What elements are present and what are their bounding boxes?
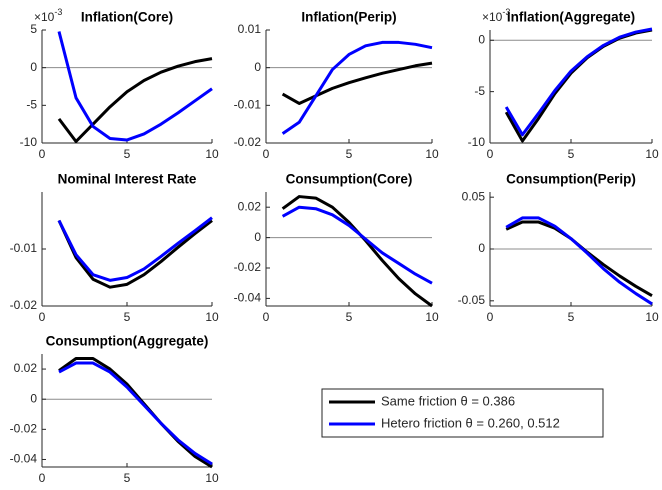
chart-title: Nominal Interest Rate — [58, 172, 197, 187]
x-tick-label: 5 — [568, 147, 575, 161]
series-line — [504, 27, 653, 137]
series-line — [58, 357, 213, 469]
y-multiplier: ×10 — [482, 10, 503, 24]
x-tick-label: 0 — [487, 310, 494, 324]
x-tick-label: 10 — [425, 310, 439, 324]
series-line — [281, 40, 433, 135]
x-tick-label: 5 — [568, 310, 575, 324]
legend-label: Same friction θ = 0.386 — [381, 393, 515, 408]
y-tick-label: -0.02 — [10, 298, 38, 312]
y-exponent-label: ×10-3 — [34, 7, 62, 24]
chart-title: Inflation(Core) — [81, 10, 173, 25]
y-tick-label: 0 — [478, 32, 485, 46]
y-tick-label: -0.01 — [10, 241, 38, 255]
y-tick-label: 0 — [30, 60, 37, 74]
y-tick-label: 0.02 — [238, 199, 262, 213]
y-tick-label: -0.02 — [10, 422, 38, 436]
y-tick-label: 0 — [30, 391, 37, 405]
chart-title: Consumption(Perip) — [506, 172, 636, 187]
y-exponent: -3 — [502, 7, 510, 17]
series-line — [281, 61, 433, 105]
y-tick-label: -10 — [468, 135, 486, 149]
y-tick-label: -0.02 — [234, 260, 262, 274]
y-exponent-label: ×10-3 — [482, 7, 510, 24]
x-tick-label: 10 — [205, 310, 219, 324]
x-tick-label: 10 — [645, 147, 659, 161]
x-tick-label: 0 — [487, 147, 494, 161]
y-tick-label: -5 — [474, 84, 485, 98]
y-tick-label: 0.05 — [462, 189, 486, 203]
y-tick-label: -0.01 — [234, 98, 262, 112]
y-tick-label: 5 — [30, 22, 37, 36]
x-tick-label: 0 — [39, 471, 46, 485]
chart-title: Consumption(Aggregate) — [46, 334, 209, 349]
x-tick-label: 0 — [263, 147, 270, 161]
y-tick-label: -0.04 — [234, 291, 262, 305]
x-tick-label: 0 — [263, 310, 270, 324]
x-tick-label: 5 — [346, 147, 353, 161]
legend-label: Hetero friction θ = 0.260, 0.512 — [381, 415, 560, 430]
x-tick-label: 5 — [124, 310, 131, 324]
y-tick-label: -0.05 — [458, 293, 486, 307]
y-tick-label: -10 — [20, 135, 38, 149]
series-line — [57, 57, 213, 143]
x-tick-label: 0 — [39, 147, 46, 161]
series-line — [57, 31, 213, 142]
y-tick-label: -0.02 — [234, 135, 262, 149]
y-tick-label: 0 — [254, 230, 261, 244]
y-tick-label: -0.04 — [10, 452, 38, 466]
x-tick-label: 0 — [39, 310, 46, 324]
x-tick-label: 10 — [205, 471, 219, 485]
legend-box — [321, 388, 604, 438]
y-tick-label: -5 — [26, 98, 37, 112]
y-exponent: -3 — [54, 7, 62, 17]
x-tick-label: 10 — [205, 147, 219, 161]
y-tick-label: 0 — [254, 60, 261, 74]
y-multiplier: ×10 — [34, 10, 55, 24]
y-tick-label: 0.01 — [238, 22, 262, 36]
x-tick-label: 5 — [124, 147, 131, 161]
chart-title: Inflation(Aggregate) — [507, 10, 635, 25]
series-line — [57, 219, 213, 289]
series-line — [57, 216, 213, 282]
chart-title: Inflation(Perip) — [301, 10, 396, 25]
chart-title: Consumption(Core) — [286, 172, 413, 187]
series-line — [58, 361, 213, 466]
x-tick-label: 5 — [346, 310, 353, 324]
x-tick-label: 5 — [124, 471, 131, 485]
x-tick-label: 10 — [645, 310, 659, 324]
y-tick-label: 0.02 — [14, 361, 38, 375]
series-line — [281, 205, 433, 285]
series-line — [505, 216, 653, 306]
y-tick-label: 0 — [478, 241, 485, 255]
x-tick-label: 10 — [425, 147, 439, 161]
